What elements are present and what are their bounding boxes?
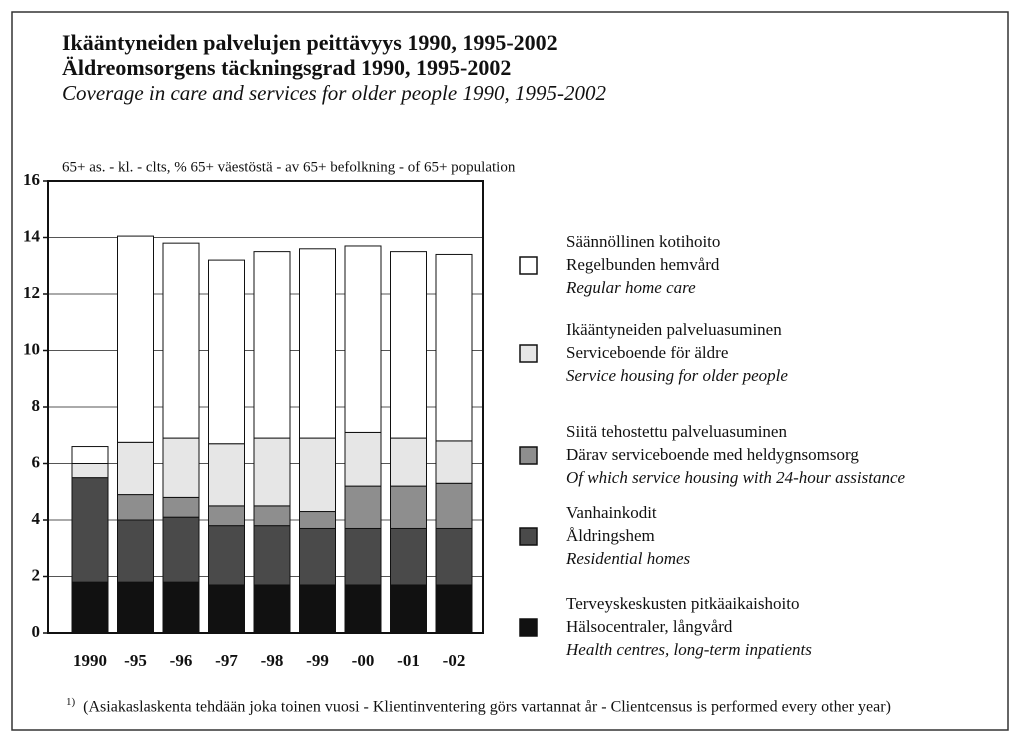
- x-tick-label: -96: [170, 651, 193, 670]
- bar-segment: [208, 259, 245, 445]
- bar-segment: [435, 584, 473, 634]
- bar-segment: [162, 437, 200, 498]
- bar-segment: [344, 584, 382, 634]
- bar-segment: [71, 581, 109, 634]
- footnote-marker: 1): [66, 696, 76, 708]
- legend-swatch: [519, 256, 538, 275]
- bar-segment: [344, 431, 382, 487]
- bar-segment: [117, 519, 154, 583]
- bar-segment: [208, 584, 245, 634]
- bar-segment: [435, 440, 473, 484]
- legend-swatch: [519, 618, 538, 637]
- legend-label-sv: Serviceboende för äldre: [566, 343, 728, 362]
- legend-label-sv: Därav serviceboende med heldygnsomsorg: [566, 445, 859, 464]
- chart-title: Ikääntyneiden palvelujen peittävyys 1990…: [62, 30, 558, 55]
- x-tick-label: -02: [443, 651, 466, 670]
- bar-segment: [162, 496, 200, 518]
- y-tick-label: 0: [32, 622, 41, 641]
- legend-label-sv: Åldringshem: [566, 526, 655, 545]
- x-tick-label: -95: [124, 651, 147, 670]
- x-tick-label: -01: [397, 651, 420, 670]
- y-tick-label: 12: [23, 283, 40, 302]
- bar-segment: [390, 251, 427, 439]
- y-tick-label: 6: [32, 452, 41, 471]
- y-tick-label: 4: [32, 509, 41, 528]
- x-tick-label: -00: [352, 651, 375, 670]
- legend-swatch: [519, 344, 538, 363]
- y-tick-label: 16: [23, 170, 40, 189]
- footnote-text: (Asiakaslaskenta tehdään joka toinen vuo…: [83, 698, 891, 716]
- bar-segment: [390, 437, 427, 487]
- bar-segment: [162, 516, 200, 583]
- legend-label: Vanhainkodit: [566, 503, 657, 522]
- legend-label: Ikääntyneiden palveluasuminen: [566, 320, 782, 339]
- frame: [11, 11, 1009, 731]
- bar-segment: [162, 581, 200, 634]
- bar-segment: [117, 494, 154, 521]
- bar-segment: [299, 248, 336, 439]
- bar-segment: [253, 505, 291, 527]
- bar-segment: [208, 443, 245, 507]
- footnote: 1) (Asiakaslaskenta tehdään joka toinen v…: [66, 692, 976, 717]
- legend-label: Säännöllinen kotihoito: [566, 232, 720, 251]
- bar-segment: [253, 584, 291, 634]
- y-tick-label: 14: [23, 226, 41, 245]
- legend-label-en: Health centres, long-term inpatients: [565, 640, 812, 659]
- bar-segment: [390, 584, 427, 634]
- x-tick-label: -99: [306, 651, 329, 670]
- bar-segment: [208, 525, 245, 586]
- y-axis-label: 65+ as. - kl. - clts, % 65+ väestöstä - …: [62, 159, 516, 175]
- legend-label-en: Service housing for older people: [566, 366, 788, 385]
- legend-label-sv: Regelbunden hemvård: [566, 255, 720, 274]
- bar-segment: [390, 527, 427, 586]
- bar-segment: [253, 251, 291, 439]
- bar-segment: [435, 253, 473, 442]
- bar-segment: [162, 242, 200, 439]
- legend-label-en: Regular home care: [565, 278, 696, 297]
- x-tick-label: 1990: [73, 651, 107, 670]
- bar-segment: [71, 477, 109, 583]
- bar-segment: [299, 584, 336, 634]
- bar-segment: [344, 485, 382, 529]
- bar-segment: [344, 245, 382, 433]
- legend-swatch: [519, 527, 538, 546]
- bar-segment: [117, 441, 154, 496]
- bar-segment: [344, 527, 382, 586]
- chart-title-sv: Äldreomsorgens täckningsgrad 1990, 1995-…: [62, 55, 511, 80]
- legend-label: Terveyskeskusten pitkäaikaishoito: [566, 594, 799, 613]
- bar-segment: [208, 505, 245, 527]
- bar-segment: [435, 527, 473, 586]
- chart-title-en: Coverage in care and services for older …: [62, 81, 606, 105]
- legend-label-sv: Hälsocentraler, långvård: [566, 617, 733, 636]
- bar-segment: [71, 446, 109, 464]
- bar-segment: [435, 482, 473, 529]
- bar-segment: [117, 581, 154, 634]
- legend-swatch: [519, 446, 538, 465]
- y-tick-label: 10: [23, 339, 40, 358]
- bar-segment: [299, 437, 336, 513]
- legend-label-en: Of which service housing with 24-hour as…: [566, 468, 905, 487]
- y-tick-label: 2: [32, 565, 41, 584]
- bar-segment: [390, 485, 427, 529]
- bar-segment: [117, 235, 154, 443]
- bar-segment: [253, 525, 291, 586]
- bar-segment: [253, 437, 291, 507]
- bar-segment: [71, 463, 109, 479]
- bar-segment: [299, 511, 336, 529]
- y-tick-label: 8: [32, 396, 41, 415]
- bar-segment: [299, 527, 336, 586]
- legend-label-en: Residential homes: [565, 549, 691, 568]
- legend-label: Siitä tehostettu palveluasuminen: [566, 422, 787, 441]
- x-tick-label: -97: [215, 651, 238, 670]
- x-tick-label: -98: [261, 651, 284, 670]
